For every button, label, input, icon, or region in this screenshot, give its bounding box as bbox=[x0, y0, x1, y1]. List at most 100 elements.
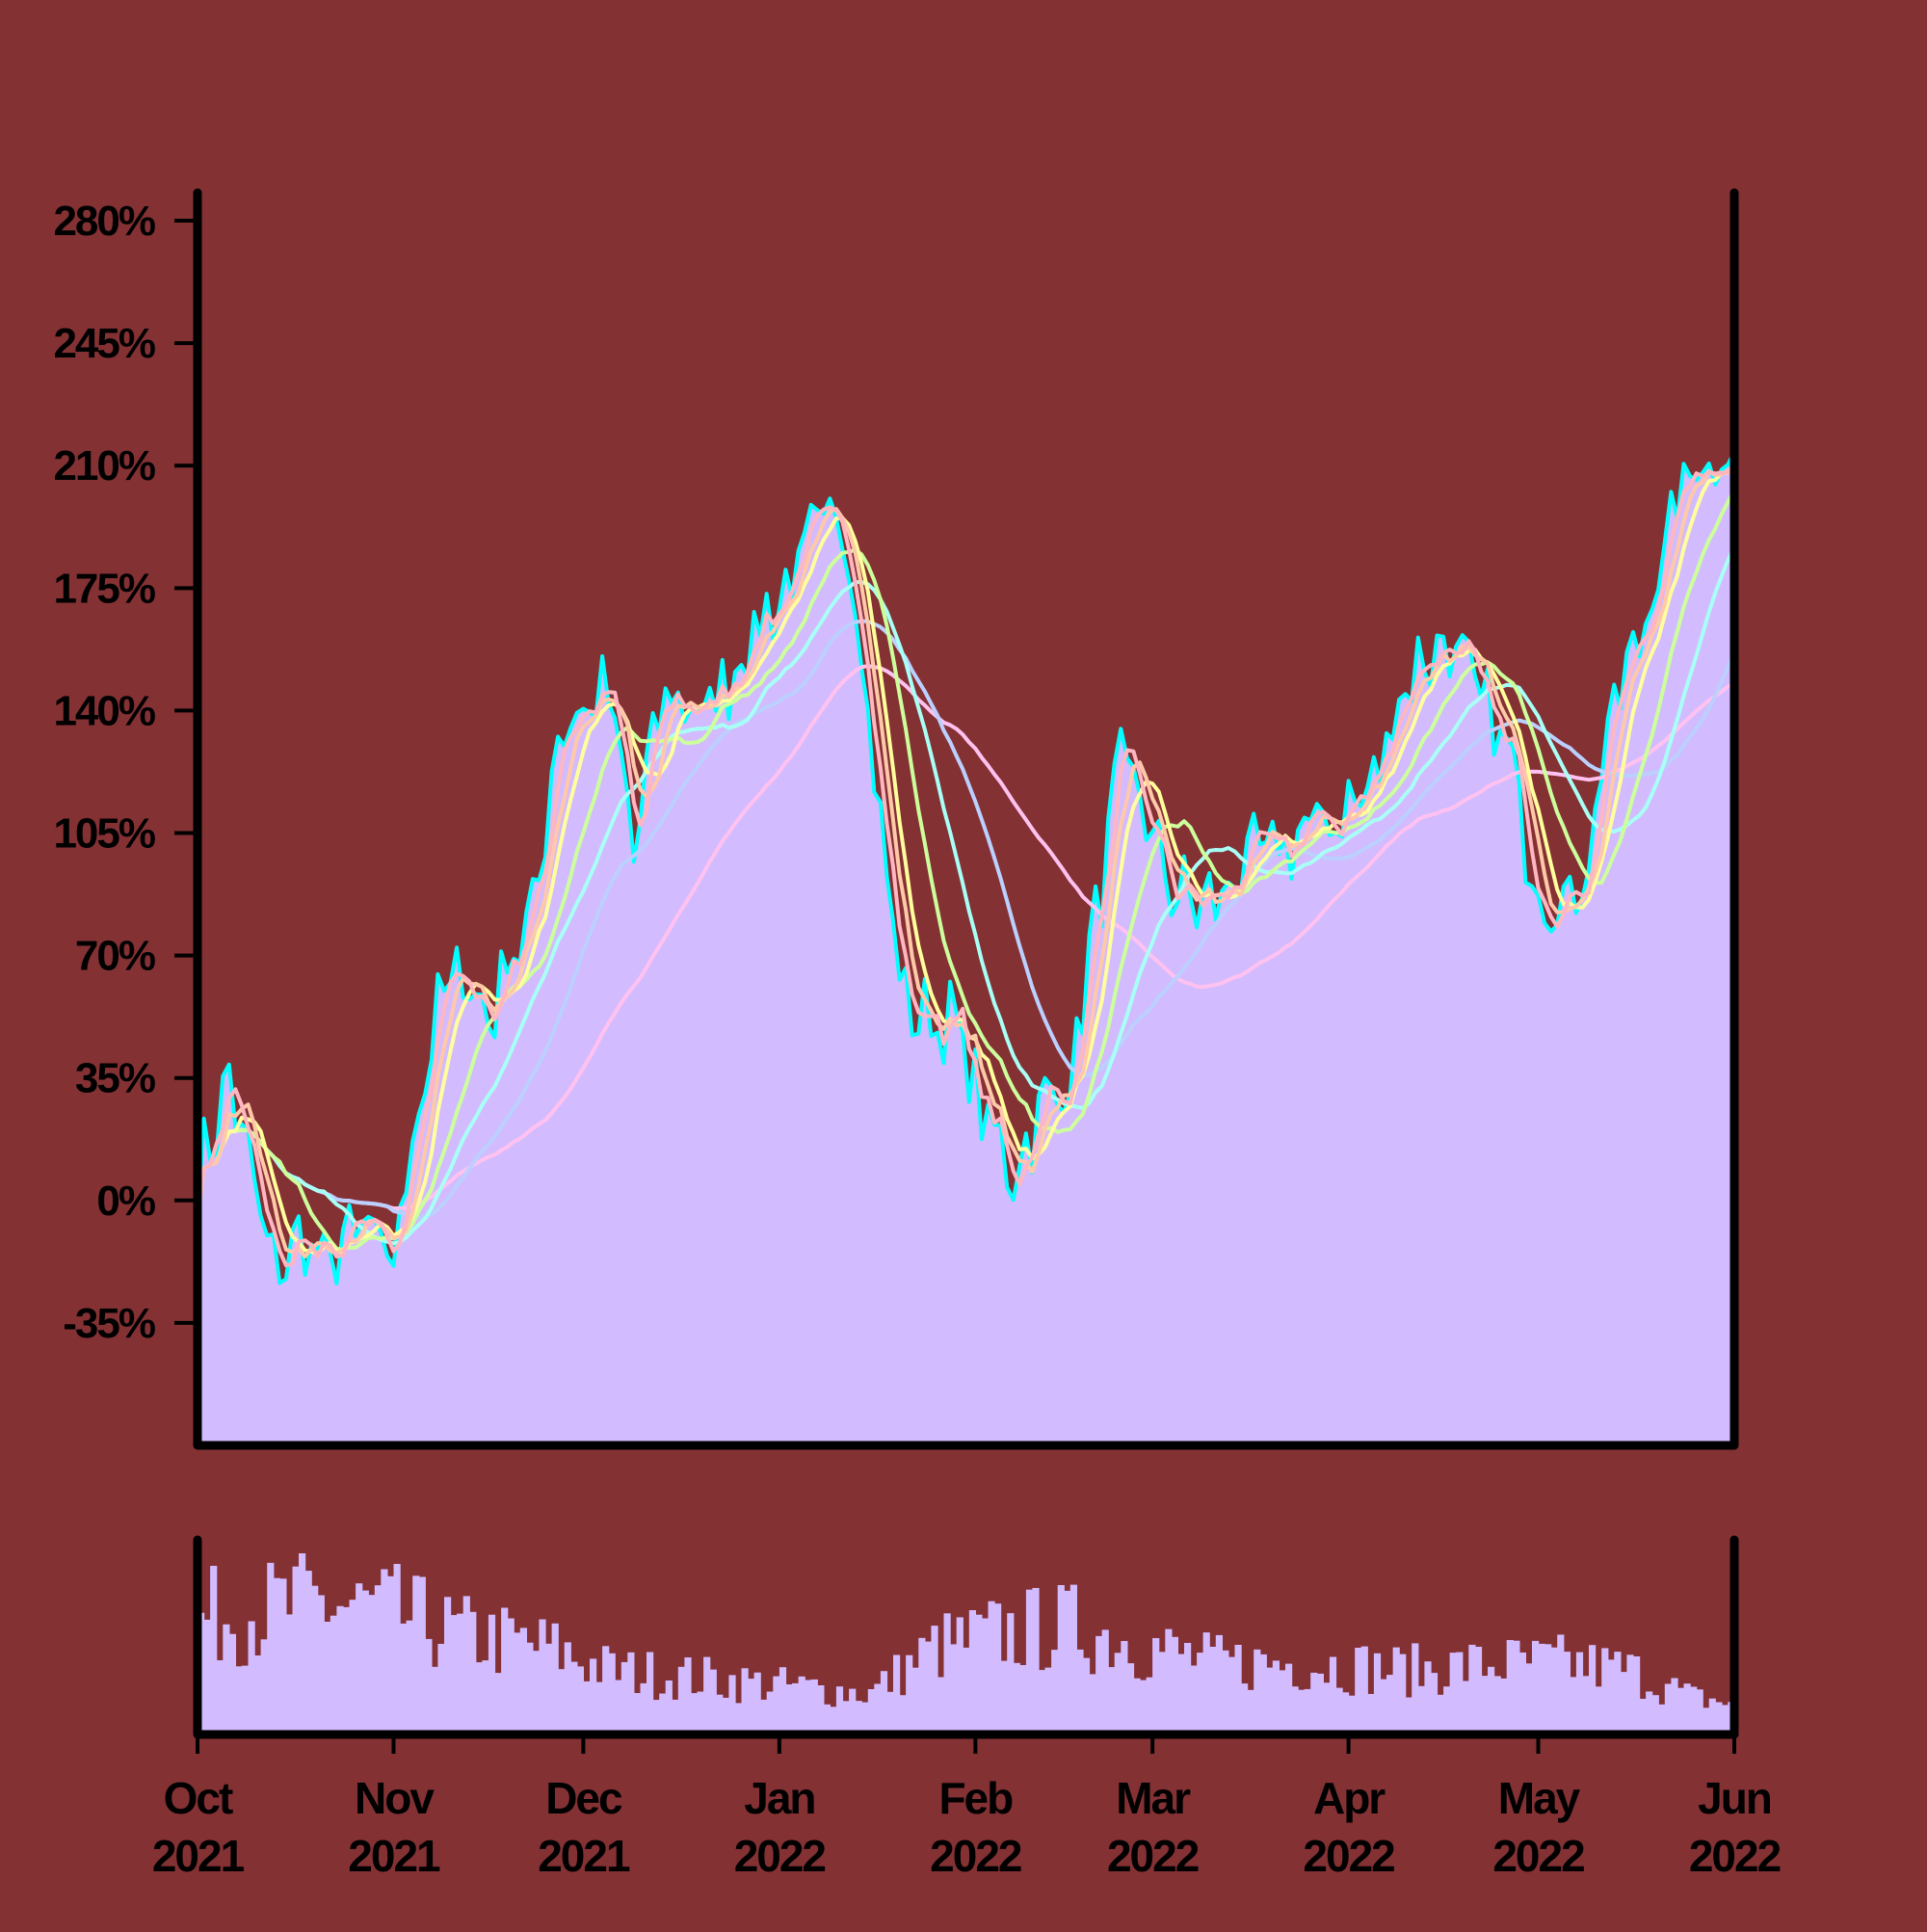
volume-bar bbox=[1664, 1683, 1672, 1731]
volume-bar bbox=[1671, 1678, 1678, 1731]
volume-bar bbox=[647, 1652, 654, 1731]
volume-bar bbox=[1557, 1634, 1565, 1731]
volume-bar bbox=[1525, 1663, 1533, 1731]
price-area bbox=[198, 452, 1734, 1445]
volume-bar bbox=[462, 1596, 470, 1731]
volume-bar bbox=[532, 1651, 541, 1731]
volume-bar bbox=[633, 1693, 642, 1731]
volume-bar bbox=[406, 1620, 413, 1731]
volume-bar bbox=[1202, 1632, 1210, 1731]
volume-bar bbox=[1209, 1647, 1217, 1731]
volume-bar bbox=[1039, 1670, 1046, 1731]
volume-bar bbox=[1146, 1677, 1153, 1731]
volume-bar bbox=[488, 1614, 496, 1731]
volume-bar bbox=[1500, 1678, 1508, 1731]
volume-bar bbox=[539, 1619, 546, 1731]
x-tick-label-month: Feb bbox=[938, 1773, 1013, 1823]
volume-bar bbox=[968, 1610, 976, 1731]
x-tick-label-year: 2022 bbox=[1107, 1831, 1199, 1881]
volume-bar bbox=[418, 1576, 426, 1731]
volume-bar bbox=[431, 1666, 439, 1731]
volume-bar bbox=[311, 1585, 319, 1731]
volume-bar bbox=[994, 1603, 1002, 1731]
volume-bar bbox=[1696, 1689, 1703, 1731]
volume-bar bbox=[336, 1605, 344, 1731]
volume-bar bbox=[1721, 1705, 1729, 1731]
x-axis-ticks: Oct 2021 Nov 2021 Dec 2021 Jan 2022 Feb 2022 Mar 20… bbox=[152, 1734, 1782, 1881]
volume-bar bbox=[817, 1685, 825, 1731]
volume-bar bbox=[203, 1619, 211, 1731]
volume-bar bbox=[273, 1577, 280, 1731]
x-tick-label-month: Jun bbox=[1698, 1773, 1771, 1823]
volume-bar bbox=[1386, 1675, 1394, 1731]
volume-bar bbox=[1108, 1667, 1116, 1731]
x-tick-label-year: 2022 bbox=[1492, 1831, 1584, 1881]
volume-bar bbox=[640, 1682, 647, 1731]
volume-bar bbox=[1310, 1672, 1318, 1731]
volume-bar bbox=[1715, 1702, 1723, 1731]
volume-bar bbox=[1177, 1654, 1185, 1731]
y-tick-label: 210% bbox=[53, 442, 154, 490]
volume-bar bbox=[241, 1665, 250, 1731]
volume-bar bbox=[1140, 1680, 1148, 1731]
volume-bar bbox=[1690, 1686, 1698, 1731]
volume-bar bbox=[558, 1669, 566, 1731]
volume-bar bbox=[1708, 1698, 1716, 1731]
volume-bar bbox=[1506, 1640, 1514, 1731]
volume-bar bbox=[1430, 1673, 1439, 1731]
volume-bar bbox=[299, 1553, 306, 1731]
volume-bar bbox=[1184, 1643, 1192, 1731]
volume-bar bbox=[1165, 1628, 1173, 1731]
volume-axis-frame bbox=[193, 1535, 1739, 1739]
volume-bar bbox=[1607, 1659, 1615, 1731]
volume-bar bbox=[1114, 1653, 1122, 1731]
volume-bar bbox=[1215, 1634, 1223, 1731]
volume-bar bbox=[823, 1704, 831, 1731]
x-tick-label-year: 2021 bbox=[152, 1831, 245, 1881]
volume-bar bbox=[1222, 1650, 1229, 1731]
volume-bar bbox=[1019, 1665, 1027, 1731]
volume-bar bbox=[924, 1641, 932, 1731]
price-line-layer bbox=[196, 451, 1736, 1285]
volume-bar bbox=[785, 1684, 793, 1731]
volume-bar bbox=[798, 1676, 805, 1731]
volume-bar bbox=[444, 1597, 452, 1731]
volume-bar bbox=[1304, 1688, 1311, 1731]
x-tick-label-month: Oct bbox=[164, 1773, 233, 1823]
volume-bar bbox=[1601, 1648, 1609, 1731]
volume-bar bbox=[728, 1675, 736, 1731]
volume-bar bbox=[576, 1666, 584, 1731]
volume-bar bbox=[330, 1615, 337, 1731]
volume-bar bbox=[1032, 1588, 1040, 1731]
volume-bar bbox=[1298, 1689, 1306, 1731]
volume-bar bbox=[1285, 1663, 1293, 1731]
volume-bar bbox=[457, 1613, 464, 1731]
volume-bar bbox=[627, 1652, 635, 1731]
volume-bar bbox=[1076, 1649, 1084, 1731]
volume-bar bbox=[1456, 1652, 1464, 1731]
volume-bar bbox=[514, 1632, 521, 1731]
volume-bar bbox=[1126, 1663, 1135, 1731]
x-tick-label-month: Jan bbox=[744, 1773, 814, 1823]
volume-bar bbox=[1064, 1590, 1071, 1731]
y-tick-label: 245% bbox=[53, 320, 154, 367]
volume-bar bbox=[381, 1569, 388, 1731]
volume-bar bbox=[1069, 1584, 1077, 1731]
volume-bar bbox=[412, 1575, 420, 1731]
volume-bar bbox=[1518, 1652, 1526, 1731]
x-tick-label-month: May bbox=[1498, 1773, 1581, 1823]
volume-bar bbox=[1044, 1667, 1052, 1731]
volume-bar bbox=[494, 1673, 502, 1731]
volume-bar bbox=[874, 1683, 882, 1731]
volume-bar bbox=[842, 1701, 850, 1731]
volume-bar bbox=[519, 1628, 527, 1731]
volume-bar bbox=[526, 1642, 534, 1731]
volume-bar bbox=[792, 1682, 800, 1731]
volume-bar bbox=[425, 1638, 433, 1731]
volume-bar bbox=[1380, 1679, 1387, 1731]
volume-bar bbox=[1234, 1645, 1242, 1731]
y-tick-label: -35% bbox=[63, 1300, 155, 1347]
volume-bar bbox=[659, 1693, 667, 1731]
volume-bar bbox=[665, 1681, 673, 1731]
